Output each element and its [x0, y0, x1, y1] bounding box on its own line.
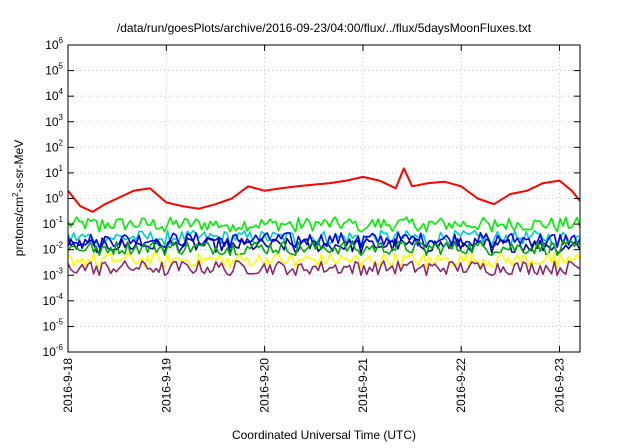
y-tick-exponent: 2 — [59, 138, 64, 147]
series-line — [67, 237, 581, 254]
y-tick-label: 10-2 — [43, 241, 64, 257]
y-tick-label: 100 — [45, 190, 63, 206]
y-tick-label: 101 — [45, 164, 63, 180]
y-tick-exponent: 5 — [59, 62, 64, 71]
y-axis-label-rest: -s-sr-MeV — [12, 140, 26, 193]
x-axis-label: Coordinated Universal Time (UTC) — [232, 428, 416, 442]
y-tick-exponent: 4 — [59, 87, 64, 96]
series-layer — [67, 167, 581, 277]
y-tick-exponent: -2 — [56, 241, 64, 250]
y-tick-exponent: -1 — [56, 215, 64, 224]
y-tick-exponent: -5 — [56, 317, 64, 326]
y-axis-label-sup: 2 — [11, 192, 20, 197]
y-axis-label: protons/cm2-s-sr-MeV — [11, 140, 26, 256]
y-tick-exponent: -6 — [56, 343, 64, 352]
x-axis-ticks: 2016-9-18 2016-9-19 2016-9-20 2016-9-21 2016… — [61, 45, 567, 413]
y-axis-label-main: protons/cm — [12, 197, 26, 256]
y-tick-label: 10-1 — [43, 215, 64, 231]
y-tick-label: 10-3 — [43, 266, 64, 282]
series-line — [67, 252, 581, 269]
y-tick-label: 106 — [45, 36, 63, 52]
y-tick-label: 102 — [45, 138, 63, 154]
y-tick-exponent: 6 — [59, 36, 64, 45]
x-tick-label: 2016-9-21 — [356, 358, 370, 413]
y-tick-exponent: 3 — [59, 113, 64, 122]
x-tick-label: 2016-9-18 — [61, 358, 75, 413]
y-tick-exponent: -4 — [56, 292, 64, 301]
x-tick-label: 2016-9-23 — [553, 358, 567, 413]
y-tick-exponent: -3 — [56, 266, 64, 275]
series-line — [67, 216, 581, 233]
x-tick-label: 2016-9-22 — [454, 358, 468, 413]
y-tick-label: 10-4 — [43, 292, 64, 308]
chart-title: /data/run/goesPlots/archive/2016-09-23/0… — [117, 21, 532, 35]
series-line — [67, 167, 581, 213]
y-tick-label: 105 — [45, 62, 63, 78]
y-tick-label: 103 — [45, 113, 63, 129]
y-tick-label: 10-5 — [43, 317, 64, 333]
y-tick-exponent: 1 — [59, 164, 64, 173]
x-tick-label: 2016-9-20 — [258, 358, 272, 413]
x-tick-label: 2016-9-19 — [159, 358, 173, 413]
y-tick-label: 104 — [45, 87, 63, 103]
y-tick-label: 10-6 — [43, 343, 64, 359]
series-line — [67, 260, 581, 277]
y-axis-ticks: 10-610-510-410-310-210-11001011021031041… — [43, 36, 580, 359]
y-tick-exponent: 0 — [59, 190, 64, 199]
series-line — [67, 239, 581, 257]
